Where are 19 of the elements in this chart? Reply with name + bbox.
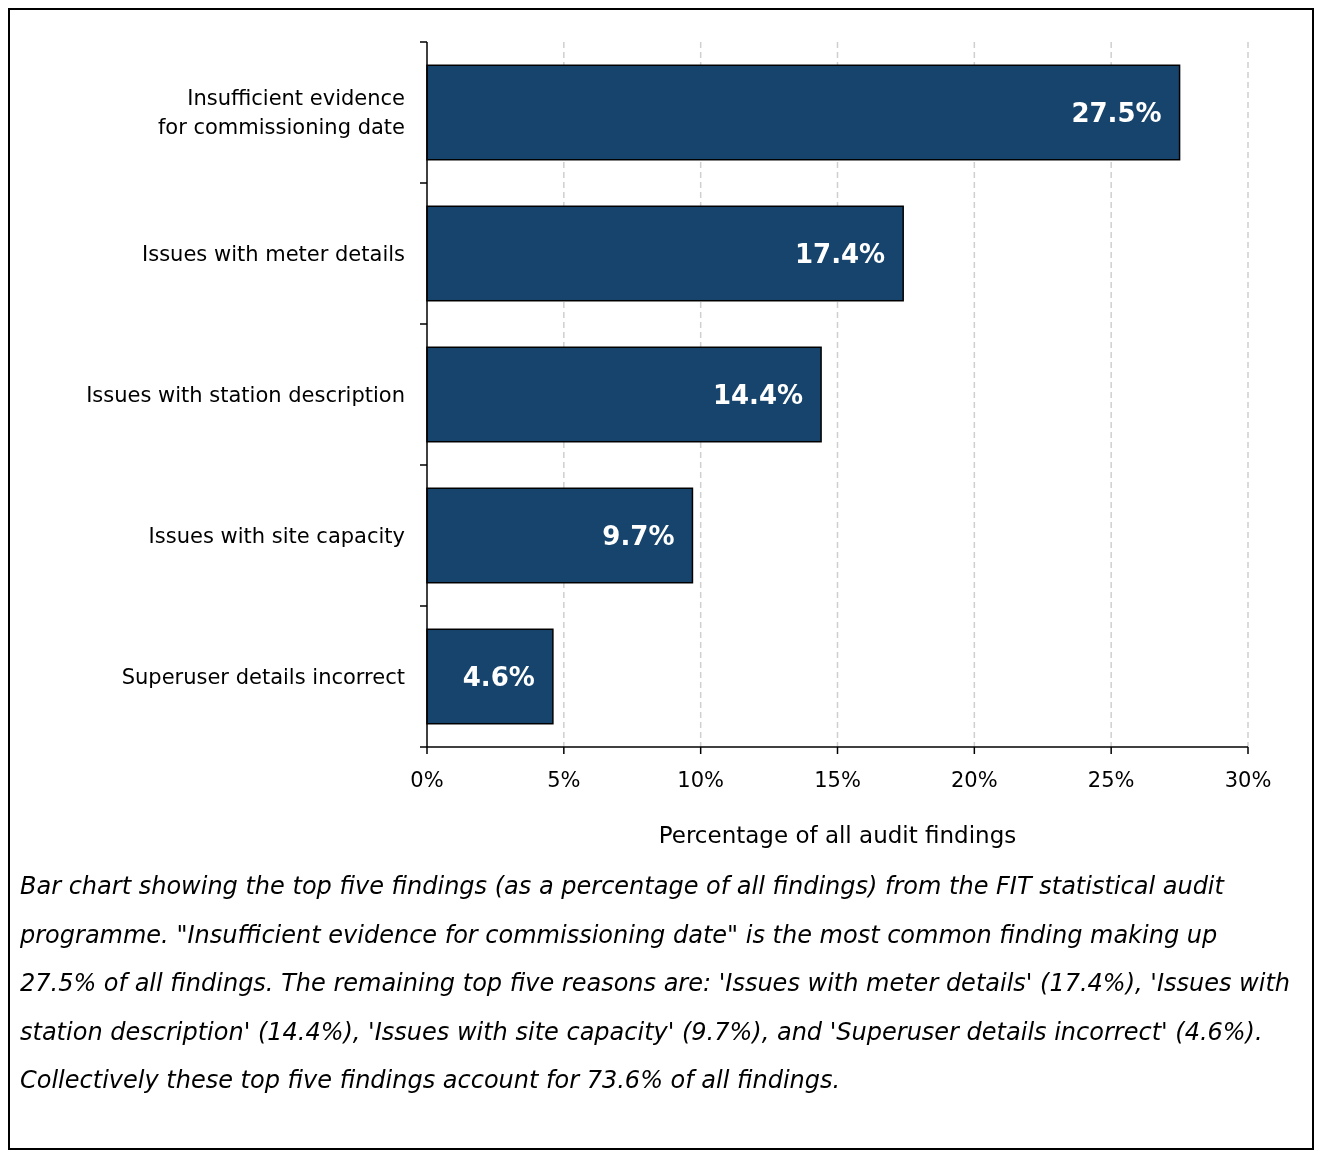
x-tick-label: 30% — [1224, 768, 1272, 792]
y-tick-label: Issues with site capacity — [148, 523, 405, 548]
x-tick-label: 15% — [814, 768, 861, 792]
data-label: 27.5% — [1071, 97, 1162, 128]
data-label: 14.4% — [712, 379, 804, 410]
x-tick-label: 5% — [547, 768, 581, 792]
y-tick-label: Insufficient evidence for commissioning date — [157, 86, 405, 140]
y-tick-label: Issues with meter details — [142, 241, 405, 266]
y-tick-label: Superuser details incorrect — [121, 664, 405, 689]
x-tick-label: 10% — [677, 768, 725, 792]
text: Bar chart showing the top five findings (as a percentage of all findings) from the FIT statistical audit programme. "Insufficient evidence for commissioning date" is the most common finding making up 27.5% of all findings. The remaining top five reasons are: 'Issues with meter details' (17.4%), 'Issues with station description' (14.4%), 'Issues with site capacity' (9.7%), and 'Superuser details incorrect' (4.6%). Collectively these top five findings account for 73.6% of all findings. — [19, 872, 1290, 1094]
y-tick-label: Issues with station description — [86, 382, 405, 407]
x-tick-label: 0% — [410, 768, 444, 792]
x-tick-label: 20% — [950, 768, 998, 792]
data-label: 9.7% — [602, 520, 675, 551]
x-tick-label: 25% — [1087, 768, 1135, 792]
x-axis-title: Percentage of all audit findings — [658, 822, 1017, 848]
data-label: 17.4% — [794, 238, 886, 269]
data-label: 4.6% — [462, 661, 535, 692]
